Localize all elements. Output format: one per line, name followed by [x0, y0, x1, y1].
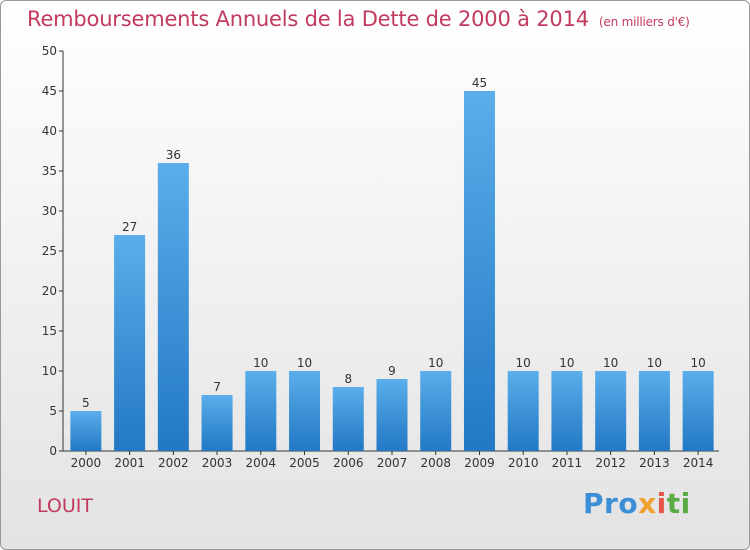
- x-tick-label: 2008: [420, 456, 451, 470]
- data-label: 10: [690, 356, 705, 370]
- x-tick-label: 2011: [552, 456, 583, 470]
- data-label: 10: [647, 356, 662, 370]
- y-tick-label: 15: [42, 324, 57, 338]
- bar: [463, 91, 495, 451]
- data-label: 10: [297, 356, 312, 370]
- logo-letter-x: x: [638, 487, 657, 520]
- y-tick-label: 25: [42, 244, 57, 258]
- x-tick-label: 2014: [683, 456, 714, 470]
- bar: [332, 387, 364, 451]
- bar: [551, 371, 583, 451]
- x-tick-label: 2003: [202, 456, 233, 470]
- data-label: 9: [388, 364, 396, 378]
- data-label: 10: [428, 356, 443, 370]
- y-tick-label: 45: [42, 84, 57, 98]
- y-tick-label: 10: [42, 364, 57, 378]
- bar: [157, 163, 189, 451]
- data-label: 8: [344, 372, 352, 386]
- bar: [420, 371, 452, 451]
- bar: [682, 371, 714, 451]
- x-tick-label: 2006: [333, 456, 364, 470]
- commune-name: LOUIT: [37, 495, 93, 517]
- data-label: 45: [472, 76, 487, 90]
- bar: [70, 411, 102, 451]
- data-label: 10: [516, 356, 531, 370]
- x-tick-label: 2005: [289, 456, 320, 470]
- chart-title-text: Remboursements Annuels de la Dette de 20…: [27, 7, 589, 31]
- data-label: 36: [166, 148, 181, 162]
- x-tick-label: 2001: [114, 456, 145, 470]
- y-tick-label: 5: [49, 404, 57, 418]
- y-axis: 0 5 10 15 20 25 30 35 40 45 50: [42, 44, 64, 458]
- y-tick-label: 0: [49, 444, 57, 458]
- data-label: 10: [253, 356, 268, 370]
- x-tick-label: 2004: [246, 456, 277, 470]
- y-tick-label: 30: [42, 204, 57, 218]
- y-tick-label: 40: [42, 124, 57, 138]
- data-label: 27: [122, 220, 137, 234]
- bar: [245, 371, 277, 451]
- x-tick-label: 2002: [158, 456, 189, 470]
- data-label: 7: [213, 380, 221, 394]
- bars: [70, 91, 714, 451]
- logo-letter-i1: i: [656, 487, 667, 520]
- proxiti-logo[interactable]: Proxiti: [583, 487, 691, 520]
- bar: [114, 235, 146, 451]
- x-tick-label: 2007: [377, 456, 408, 470]
- x-tick-label: 2013: [639, 456, 670, 470]
- y-tick-label: 50: [42, 44, 57, 58]
- data-label: 10: [603, 356, 618, 370]
- data-label: 5: [82, 396, 90, 410]
- x-tick-label: 2012: [595, 456, 626, 470]
- logo-letters-pro: Pro: [583, 487, 639, 520]
- bar: [376, 379, 408, 451]
- data-label: 10: [559, 356, 574, 370]
- x-tick-label: 2009: [464, 456, 495, 470]
- bar: [638, 371, 670, 451]
- x-tick-label: 2000: [71, 456, 102, 470]
- y-tick-label: 35: [42, 164, 57, 178]
- chart-unit: (en milliers d'€): [598, 15, 690, 29]
- x-tick-label: 2010: [508, 456, 539, 470]
- bar: [595, 371, 627, 451]
- data-labels: 5 27 36 7 10 10 8 9 10 45 10 10 10 10 10: [82, 76, 706, 410]
- bar: [201, 395, 233, 451]
- x-axis: 2000 2001 2002 2003 2004 2005 2006 2007 2008 2009…: [63, 450, 719, 470]
- bar: [507, 371, 539, 451]
- y-tick-label: 20: [42, 284, 57, 298]
- bar: [289, 371, 321, 451]
- logo-letters-ti: ti: [666, 487, 691, 520]
- chart-title: Remboursements Annuels de la Dette de 20…: [27, 7, 690, 31]
